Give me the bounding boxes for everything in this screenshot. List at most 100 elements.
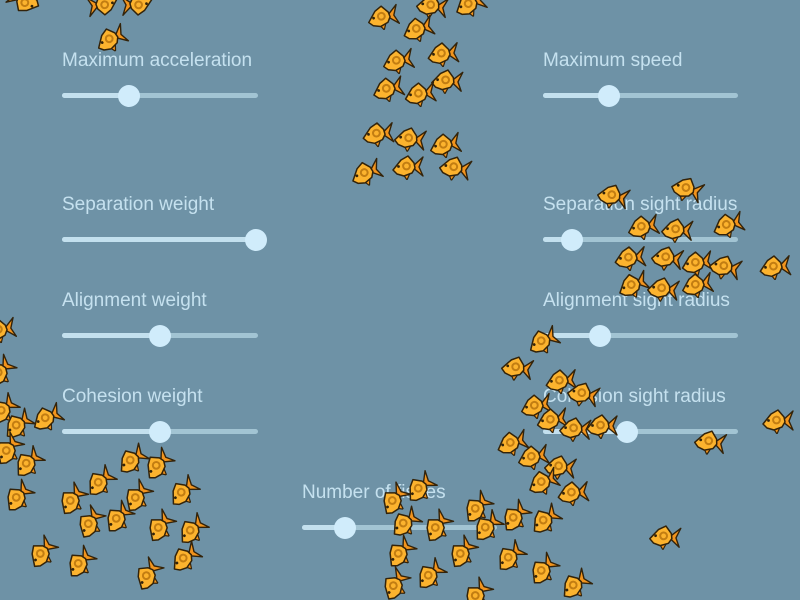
fish-sprite [375,564,415,600]
slider-group-separation-sight-radius: Separation sight radius [543,194,738,251]
fish-sprite [493,426,531,460]
slider-group-cohesion-sight-radius: Cohesion sight radius [543,386,738,443]
slider-track-maximum-speed[interactable] [543,84,738,107]
fish-sprite [522,549,564,591]
fish-sprite [409,555,451,596]
slider-thumb-maximum-acceleration[interactable] [117,84,140,107]
fish-sprite [70,502,110,544]
fish-sprite [758,253,793,282]
slider-track-separation-weight[interactable] [62,228,268,251]
fish-sprite [4,0,45,20]
slider-fill-separation-sight-radius [543,237,573,242]
fish-sprite [515,441,552,473]
fish-sprite [164,538,206,578]
fish-sprite [392,124,428,155]
fish-sprite [429,67,464,96]
fish-sprite [392,154,424,180]
fish-sprite [140,506,181,548]
slider-thumb-alignment-sight-radius[interactable] [588,324,611,347]
fish-sprite [171,510,213,551]
slider-thumb-cohesion-sight-radius[interactable] [615,420,638,443]
fish-sprite [27,399,67,437]
slider-group-alignment-sight-radius: Alignment sight radius [543,290,738,347]
slider-track-separation-sight-radius[interactable] [543,228,738,251]
slider-group-alignment-weight: Alignment weight [62,290,258,347]
fish-sprite [0,314,19,346]
slider-fill-maximum-speed [543,93,610,98]
fish-sprite [52,479,93,521]
fish-sprite [59,542,101,584]
slider-group-cohesion-weight: Cohesion weight [62,386,258,443]
fish-sprite [399,12,437,46]
fish-sprite [380,45,417,77]
fish-sprite [442,532,483,574]
slider-thumb-maximum-speed[interactable] [598,84,621,107]
slider-track-alignment-sight-radius[interactable] [543,324,738,347]
slider-label-cohesion-sight-radius: Cohesion sight radius [543,386,726,407]
slider-fill-number-of-fishes [302,525,345,530]
fish-sprite [137,444,179,486]
fish-sprite [542,452,578,483]
fish-sprite [679,248,715,279]
fish-sprite [79,462,121,503]
fish-sprite [524,500,566,540]
fish-sprite [413,0,450,22]
slider-label-maximum-speed: Maximum speed [543,50,683,71]
slider-group-separation-weight: Separation weight [62,194,268,251]
slider-fill-maximum-acceleration [62,93,129,98]
slider-group-maximum-speed: Maximum speed [543,50,738,107]
slider-track-cohesion-weight[interactable] [62,420,258,443]
fish-sprite [111,440,153,480]
slider-label-alignment-sight-radius: Alignment sight radius [543,290,730,311]
slider-track-maximum-acceleration[interactable] [62,84,258,107]
fish-sprite [97,497,139,539]
slider-thumb-cohesion-weight[interactable] [149,420,171,443]
slider-fill-cohesion-weight [62,429,160,434]
fish-sprite [0,429,29,471]
fish-sprite [162,472,204,513]
fish-sprite [84,0,121,20]
fish-sprite [706,250,744,284]
fish-sprite [402,79,438,110]
fish-sprite [451,0,490,22]
slider-thumb-separation-sight-radius[interactable] [561,228,584,251]
slider-label-separation-weight: Separation weight [62,194,215,215]
slider-group-number-of-fishes: Number of fishes [302,482,497,539]
fish-sprite [0,351,21,393]
fish-sprite [7,443,49,484]
fish-sprite [426,40,461,69]
slider-thumb-separation-weight[interactable] [245,228,268,251]
fish-sprite [648,242,685,274]
fish-sprite [365,1,402,33]
fish-sprite [119,0,154,18]
fish-sprite [347,155,386,191]
slider-track-cohesion-sight-radius[interactable] [543,420,738,443]
slider-label-maximum-acceleration: Maximum acceleration [62,50,253,71]
fish-sprite [0,405,39,445]
fish-sprite [117,476,158,518]
fish-sprite [0,390,24,431]
slider-thumb-number-of-fishes[interactable] [333,516,356,539]
fish-sprite [370,73,407,106]
slider-label-separation-sight-radius: Separation sight radius [543,194,738,215]
fish-sprite [494,496,536,538]
slider-label-alignment-weight: Alignment weight [62,290,207,311]
fish-sprite [457,574,498,600]
slider-thumb-alignment-weight[interactable] [149,324,171,347]
fish-sprite [379,532,421,574]
fish-sprite [361,120,396,149]
slider-track-alignment-weight[interactable] [62,324,258,347]
slider-label-cohesion-weight: Cohesion weight [62,386,203,407]
slider-track-number-of-fishes[interactable] [302,516,497,539]
slider-group-maximum-acceleration: Maximum acceleration [62,50,258,107]
fish-sprite [556,479,591,508]
fish-sprite [128,554,168,596]
fish-sprite [489,537,531,578]
slider-fill-separation-weight [62,237,257,242]
fish-sprite [427,129,464,161]
fish-sprite [762,408,794,434]
slider-fill-alignment-weight [62,333,160,338]
fish-sprite [524,464,563,500]
fish-sprite [554,565,596,600]
